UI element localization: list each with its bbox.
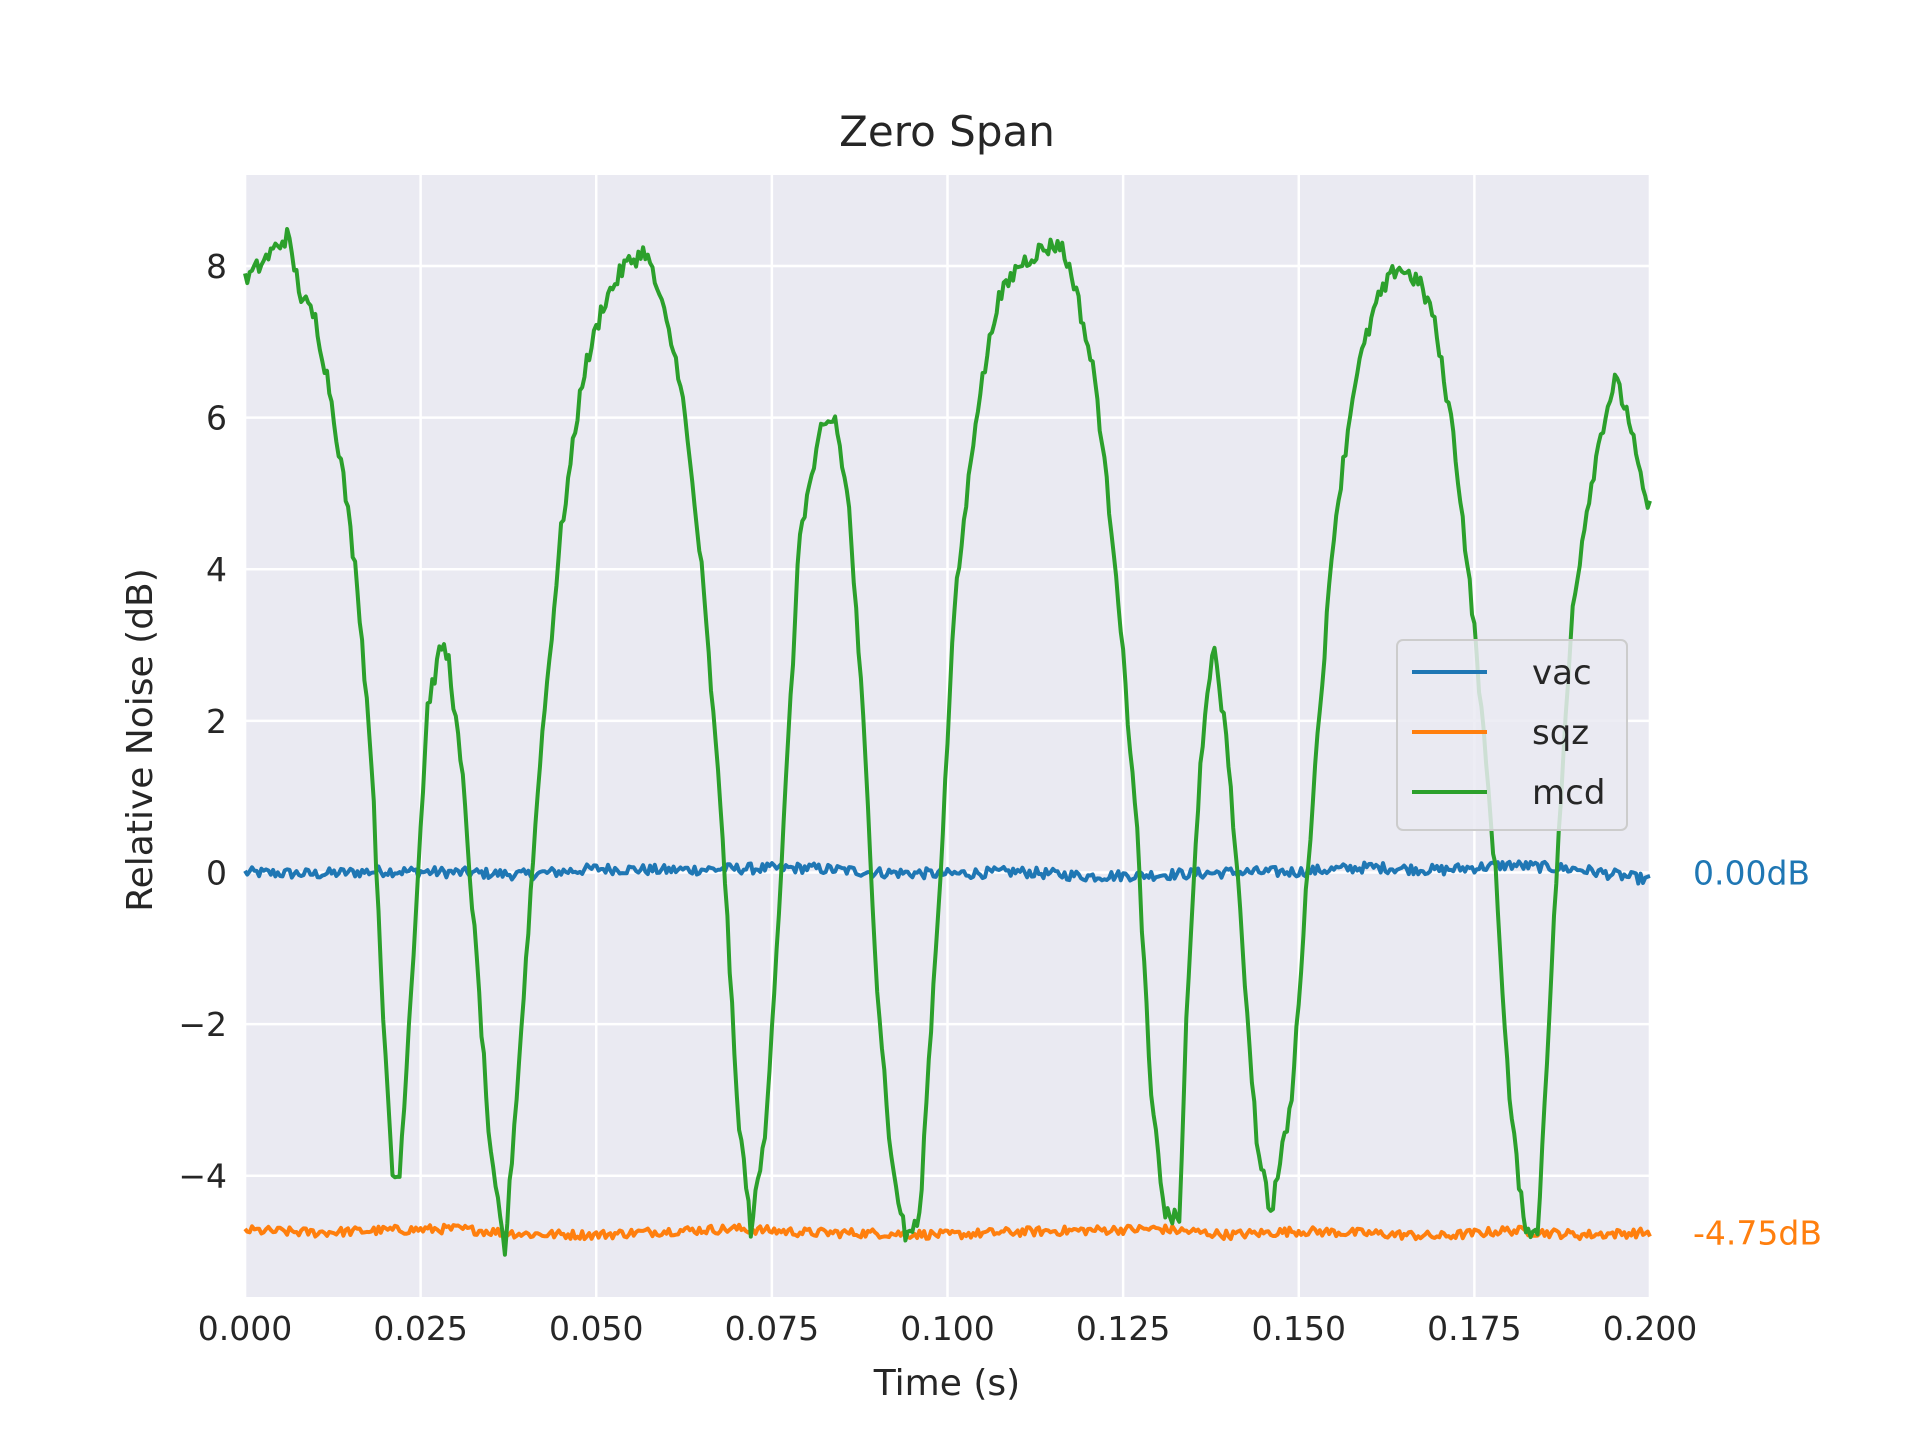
y-tick-label: 8 (206, 247, 227, 286)
legend-label-mcd: mcd (1532, 773, 1605, 813)
x-axis-label: Time (s) (873, 1363, 1020, 1404)
annotation-label: 0.00dB (1693, 853, 1810, 892)
y-tick-label: 0 (206, 853, 227, 892)
x-tick-label: 0.050 (549, 1309, 643, 1348)
y-axis-label: Relative Noise (dB) (120, 568, 161, 912)
series-line-vac (243, 859, 1651, 886)
x-tick-label: 0.025 (373, 1309, 467, 1348)
x-tick-label: 0.125 (1076, 1309, 1170, 1348)
series-lines (243, 227, 1652, 1257)
x-tick-label: 0.075 (725, 1309, 819, 1348)
series-line-mcd (243, 227, 1652, 1257)
y-tick-label: −2 (178, 1005, 227, 1044)
legend-box (1396, 639, 1628, 831)
tick-labels: 0.000 0.025 0.050 0.075 0.100 0.125 0.150 0.175… (178, 247, 1697, 1348)
chart-title: Zero Span (839, 107, 1055, 156)
x-tick-label: 0.200 (1603, 1309, 1697, 1348)
legend: vac sqz mcd (1396, 639, 1628, 831)
x-tick-label: 0.150 (1252, 1309, 1346, 1348)
series-line-sqz (243, 1222, 1652, 1242)
annotations: 0.00dB -4.75dB (1693, 853, 1822, 1252)
legend-label-sqz: sqz (1532, 713, 1589, 753)
x-tick-label: 0.175 (1427, 1309, 1521, 1348)
legend-label-vac: vac (1532, 653, 1592, 693)
y-tick-label: 4 (206, 550, 227, 589)
y-tick-label: 2 (206, 702, 227, 741)
x-tick-label: 0.100 (900, 1309, 994, 1348)
grid (243, 175, 1652, 1297)
y-tick-label: −4 (178, 1157, 227, 1196)
x-tick-label: 0.000 (198, 1309, 292, 1348)
annotation-label: -4.75dB (1693, 1214, 1822, 1253)
y-tick-label: 6 (206, 399, 227, 438)
